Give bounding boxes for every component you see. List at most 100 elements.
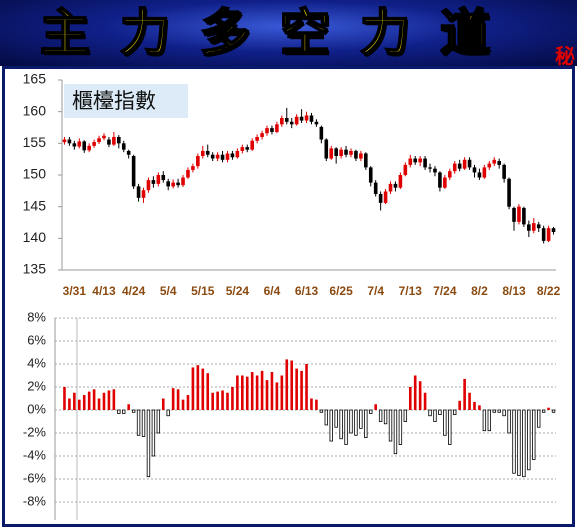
- candle-body: [200, 150, 205, 156]
- x-tick-label: 5/24: [226, 284, 250, 298]
- bar: [191, 367, 195, 410]
- candle-body: [339, 149, 343, 156]
- y-tick-label: 155: [23, 134, 47, 150]
- candle-body: [260, 133, 264, 137]
- candle-body: [462, 159, 467, 169]
- bar: [295, 368, 298, 410]
- candle-body: [546, 228, 551, 241]
- bar: [285, 359, 289, 410]
- candle-body: [82, 141, 87, 151]
- candle-body: [482, 167, 487, 178]
- candle-body: [67, 139, 72, 144]
- bar: [398, 409, 403, 445]
- bar: [359, 409, 363, 429]
- candle-body: [171, 182, 175, 187]
- y-tick-label: 145: [23, 197, 47, 213]
- candle-body: [220, 154, 225, 160]
- bar: [216, 391, 219, 410]
- candle-body: [161, 175, 166, 181]
- candle-body: [265, 128, 269, 134]
- candle-body: [334, 148, 338, 156]
- candle-body: [467, 159, 472, 168]
- bar: [468, 392, 471, 410]
- candle-body: [284, 118, 289, 122]
- bar: [393, 409, 398, 455]
- bar: [551, 409, 556, 413]
- bar: [364, 409, 368, 439]
- bar: [122, 409, 126, 414]
- bar: [339, 409, 343, 440]
- candle-body: [151, 180, 156, 184]
- bar: [255, 375, 259, 410]
- bar: [151, 409, 156, 457]
- candle-body: [522, 207, 526, 225]
- candle-body: [536, 224, 541, 229]
- candle-body: [289, 121, 294, 125]
- y-tick-label: 150: [23, 166, 47, 182]
- candle-body: [176, 182, 180, 186]
- candle-body: [191, 166, 195, 170]
- candle-body: [112, 137, 116, 145]
- bar: [280, 375, 284, 410]
- bar: [344, 409, 348, 445]
- bar: [250, 372, 254, 410]
- candle-body: [413, 158, 418, 163]
- y-tick-label: -6%: [23, 470, 47, 485]
- bar: [482, 409, 487, 432]
- bar: [537, 409, 541, 428]
- candle-body: [438, 172, 442, 188]
- legend-box: [64, 84, 188, 118]
- x-tick-label: 5/4: [160, 284, 177, 298]
- bar: [141, 409, 146, 437]
- candle-body: [447, 171, 452, 178]
- bar: [527, 409, 531, 471]
- candle-body: [225, 153, 230, 160]
- x-tick-label: 4/13: [92, 284, 116, 298]
- bar: [196, 365, 200, 410]
- candle-body: [477, 172, 482, 178]
- bar: [231, 387, 234, 410]
- candle-body: [398, 175, 403, 188]
- x-tick-label: 8/2: [471, 284, 488, 298]
- candle-body: [181, 177, 185, 186]
- bar: [241, 375, 244, 410]
- candle-body: [527, 224, 531, 231]
- bar: [136, 409, 141, 436]
- x-tick-label: 7/4: [367, 284, 384, 298]
- candle-body: [512, 207, 516, 222]
- bar: [413, 375, 417, 410]
- bar: [260, 370, 264, 410]
- candle-body: [472, 167, 477, 173]
- x-tick-label: 7/13: [399, 284, 423, 298]
- candle-body: [329, 148, 334, 159]
- candle-body: [156, 175, 161, 184]
- bar: [319, 409, 324, 413]
- candle-body: [319, 126, 324, 140]
- candle-body: [541, 228, 546, 241]
- bar: [423, 392, 427, 410]
- bar: [497, 409, 501, 413]
- bar: [334, 409, 338, 428]
- x-tick-label: 5/15: [191, 284, 215, 298]
- title: 主力多空力道: [39, 3, 520, 63]
- candle-body: [443, 177, 447, 188]
- legend-label: 櫃檯指數: [72, 89, 156, 113]
- candle-body: [280, 118, 284, 125]
- candle-body: [131, 156, 136, 187]
- bar: [324, 409, 328, 426]
- bar: [507, 409, 511, 434]
- bar: [127, 404, 130, 410]
- bar: [245, 376, 249, 410]
- bar: [492, 409, 496, 413]
- candle-body: [186, 169, 190, 178]
- bar: [541, 409, 546, 413]
- bar: [270, 372, 274, 410]
- bar: [448, 409, 452, 445]
- bar: [161, 398, 165, 410]
- candle-body: [240, 147, 245, 151]
- y-tick-label: 140: [23, 229, 47, 245]
- candle-body: [502, 164, 506, 179]
- candle-body: [497, 161, 501, 165]
- candle-body: [299, 116, 304, 121]
